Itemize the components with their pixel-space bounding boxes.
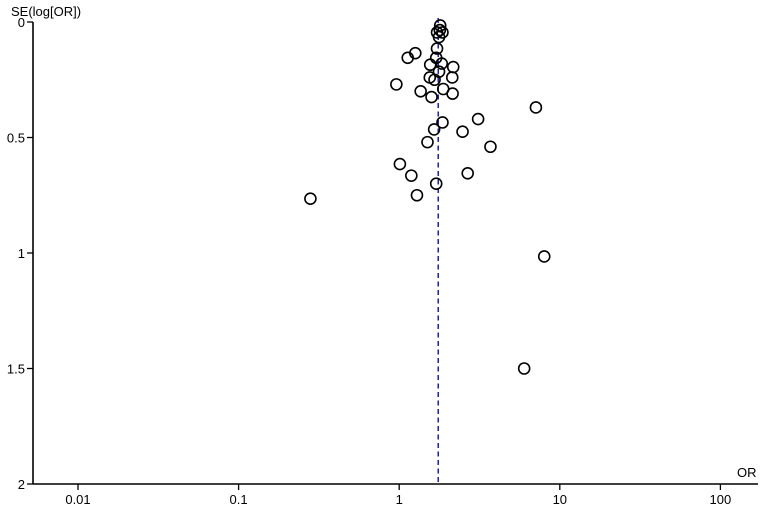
- x-tick-label: 0.01: [65, 492, 90, 507]
- data-point: [517, 362, 531, 375]
- y-tick-label: 0.5: [7, 131, 25, 146]
- y-tick-label: 2: [18, 477, 25, 492]
- x-tick-label: 0.1: [230, 492, 248, 507]
- y-tick-label: 1: [18, 246, 25, 261]
- x-ticks: 0.01 0.1 1 10 100: [65, 484, 731, 507]
- data-point: [428, 73, 441, 87]
- y-ticks: 0 0.5 1 1.5 2: [7, 15, 33, 492]
- x-tick-label: 100: [710, 492, 732, 507]
- data-point: [393, 157, 407, 171]
- data-point: [436, 116, 449, 129]
- x-tick-label: 1: [396, 492, 403, 507]
- data-point: [401, 51, 415, 65]
- data-point: [529, 101, 543, 114]
- data-point: [432, 30, 446, 44]
- y-tick-label: 0: [18, 15, 25, 30]
- data-point: [461, 167, 474, 180]
- data-point: [471, 112, 485, 126]
- data-point: [304, 192, 317, 206]
- axes: SE(log[OR]) OR: [11, 4, 758, 485]
- x-tick-label: 10: [553, 492, 567, 507]
- data-point: [484, 140, 497, 154]
- data-point: [429, 177, 443, 190]
- x-axis-title: OR: [737, 465, 757, 480]
- data-point: [537, 250, 551, 263]
- data-point: [427, 123, 441, 136]
- y-axis-title: SE(log[OR]): [11, 4, 81, 19]
- data-point: [421, 135, 434, 149]
- data-point: [456, 125, 469, 139]
- data-points: [304, 19, 551, 375]
- data-point: [445, 71, 459, 84]
- data-point: [423, 58, 437, 72]
- data-point: [390, 78, 403, 91]
- data-point: [425, 90, 438, 104]
- data-point: [446, 60, 460, 74]
- data-point: [414, 85, 427, 98]
- data-point: [430, 42, 444, 55]
- y-tick-label: 1.5: [7, 362, 25, 377]
- data-point: [410, 188, 424, 202]
- data-point: [405, 169, 418, 182]
- data-point: [433, 23, 447, 37]
- data-point: [446, 87, 459, 100]
